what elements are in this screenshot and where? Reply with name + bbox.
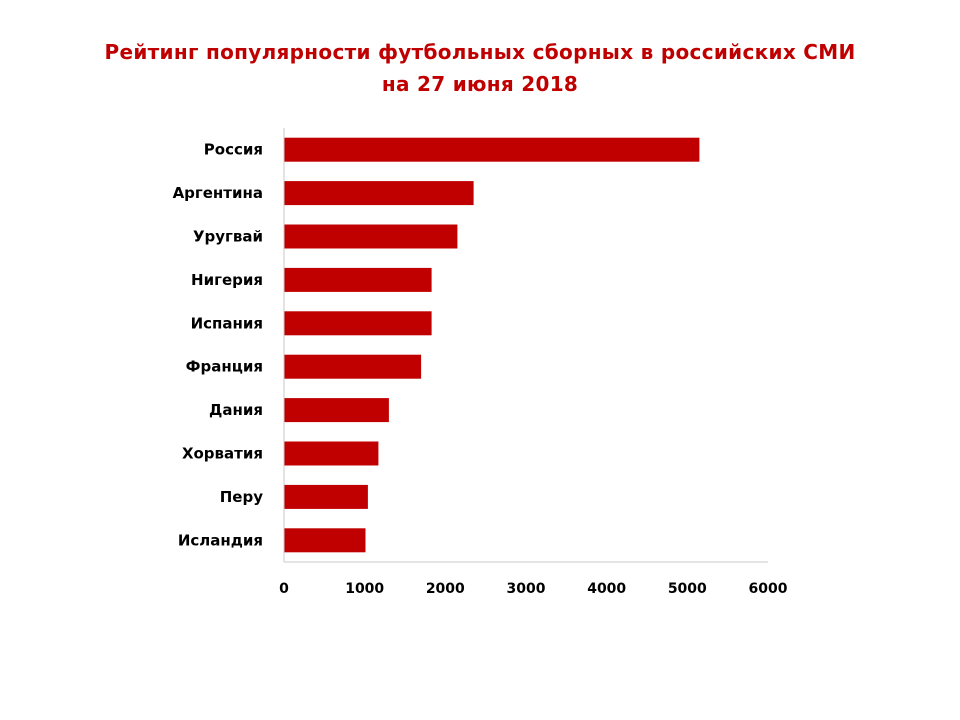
category-label: Аргентина bbox=[173, 184, 263, 202]
chart-subtitle: на 27 июня 2018 bbox=[381, 72, 579, 96]
category-label: Нигерия bbox=[191, 271, 263, 289]
bar bbox=[284, 354, 422, 379]
category-label: Дания bbox=[209, 401, 263, 419]
bar bbox=[284, 528, 366, 553]
bar bbox=[284, 484, 368, 509]
category-label: Уругвай bbox=[193, 228, 263, 246]
bar bbox=[284, 398, 389, 423]
x-tick-label: 6000 bbox=[749, 581, 788, 597]
x-tick-label: 5000 bbox=[668, 581, 707, 597]
x-tick-label: 3000 bbox=[507, 581, 546, 597]
bar bbox=[284, 181, 474, 206]
bar bbox=[284, 311, 432, 336]
bar bbox=[284, 267, 432, 292]
category-label: Исландия bbox=[178, 531, 263, 549]
x-tick-label: 1000 bbox=[345, 581, 384, 597]
category-label: Франция bbox=[186, 358, 263, 376]
bar bbox=[284, 137, 700, 162]
category-label: Перу bbox=[220, 488, 263, 506]
x-tick-label: 4000 bbox=[587, 581, 626, 597]
category-label: Россия bbox=[204, 141, 263, 159]
category-label: Испания bbox=[191, 314, 263, 332]
bar bbox=[284, 441, 379, 466]
x-tick-label: 0 bbox=[279, 581, 289, 597]
bar bbox=[284, 224, 458, 249]
category-label: Хорватия bbox=[182, 445, 263, 463]
x-tick-label: 2000 bbox=[426, 581, 465, 597]
chart-title: Рейтинг популярности футбольных сборных … bbox=[104, 40, 856, 64]
